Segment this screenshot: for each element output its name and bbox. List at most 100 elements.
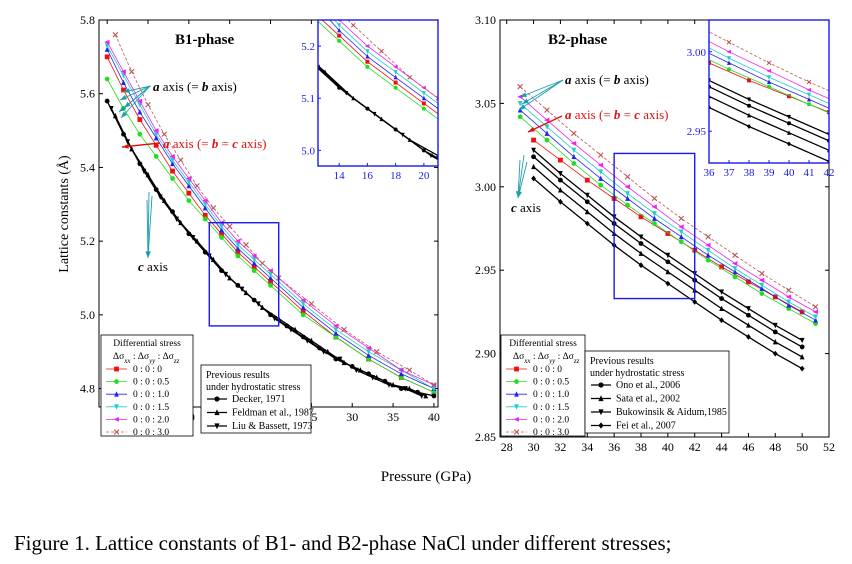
data-point bbox=[772, 329, 778, 335]
annotation-arrow bbox=[518, 79, 564, 111]
data-point bbox=[344, 91, 349, 96]
data-point bbox=[624, 184, 630, 190]
data-point bbox=[517, 101, 523, 107]
inset-y-tick-label: 2.95 bbox=[687, 126, 707, 138]
series-line bbox=[318, 20, 438, 120]
data-point bbox=[607, 0, 611, 3]
legend-entry-label: 0 : 0 : 0.5 bbox=[133, 378, 169, 388]
x-tick-label: 44 bbox=[716, 440, 728, 454]
data-point bbox=[137, 131, 143, 137]
legend-swatch-marker bbox=[113, 417, 119, 422]
data-point bbox=[517, 107, 523, 113]
series-stress-1 bbox=[104, 76, 437, 395]
data-point bbox=[690, 262, 694, 267]
data-point bbox=[259, 260, 266, 267]
data-point bbox=[186, 190, 192, 196]
annotation-label: a axis (= b = c axis) bbox=[565, 107, 669, 122]
y-tick-label: 2.95 bbox=[475, 263, 496, 277]
data-point bbox=[584, 192, 590, 199]
data-point bbox=[638, 262, 644, 269]
marker-stroke bbox=[379, 48, 384, 54]
data-point bbox=[431, 389, 437, 395]
annotation-part: axis) bbox=[238, 136, 267, 151]
data-point bbox=[255, 301, 261, 307]
data-point bbox=[260, 13, 264, 18]
annotation-part: b bbox=[202, 79, 209, 94]
data-point bbox=[365, 49, 370, 54]
data-point bbox=[507, 195, 511, 199]
data-point bbox=[251, 268, 257, 274]
data-point bbox=[379, 48, 384, 54]
data-point bbox=[647, 227, 652, 231]
data-point bbox=[268, 279, 273, 285]
data-point bbox=[787, 94, 791, 99]
data-point bbox=[372, 111, 377, 117]
data-point bbox=[219, 227, 224, 233]
data-point bbox=[366, 352, 371, 358]
x-tick-label: 40 bbox=[428, 410, 440, 424]
legend-entry-label: 0 : 0 : 2.0 bbox=[533, 415, 569, 425]
arrow-head bbox=[520, 92, 527, 97]
data-point bbox=[174, 216, 180, 223]
series-stress-0 bbox=[309, 8, 438, 115]
data-point bbox=[153, 134, 159, 141]
data-point bbox=[627, 247, 631, 252]
data-point bbox=[558, 171, 563, 177]
data-point bbox=[799, 353, 805, 360]
data-point bbox=[177, 157, 184, 163]
data-point bbox=[464, 169, 468, 174]
data-point bbox=[571, 147, 577, 154]
data-point bbox=[651, 204, 657, 210]
data-point bbox=[785, 294, 792, 300]
marker-stroke bbox=[341, 326, 347, 333]
y-tick-label: 3.10 bbox=[475, 13, 496, 27]
data-point bbox=[337, 38, 342, 43]
data-point bbox=[647, 28, 651, 32]
data-point bbox=[337, 33, 342, 38]
data-point bbox=[423, 392, 429, 399]
marker-stroke bbox=[517, 83, 523, 90]
legend-swatch-marker bbox=[114, 391, 119, 397]
previous-legend-box bbox=[584, 350, 730, 434]
data-point bbox=[223, 271, 229, 278]
annotation-arrow bbox=[118, 85, 151, 113]
data-point bbox=[170, 160, 175, 167]
data-point bbox=[300, 297, 306, 303]
data-point bbox=[309, 8, 313, 12]
data-point bbox=[251, 260, 257, 266]
data-point bbox=[667, 64, 671, 68]
data-point bbox=[759, 291, 765, 296]
data-point bbox=[235, 253, 241, 259]
inset-x-tick-label: 42 bbox=[824, 167, 835, 179]
previous-legend-title: under hydrostatic stress bbox=[590, 368, 685, 379]
data-point bbox=[648, 253, 652, 257]
y-tick-label: 2.90 bbox=[475, 347, 496, 361]
marker-stroke bbox=[726, 39, 732, 45]
data-point bbox=[607, 5, 611, 9]
series-line bbox=[333, 20, 438, 104]
data-point bbox=[478, 137, 482, 142]
marker-stroke bbox=[605, 201, 609, 205]
stress-legend-title: Differential stress bbox=[113, 338, 181, 349]
data-point bbox=[799, 344, 805, 350]
data-point bbox=[321, 349, 327, 355]
data-point bbox=[542, 211, 546, 216]
data-point bbox=[747, 123, 751, 129]
inset-y-tick-label: 5.1 bbox=[301, 93, 315, 105]
data-point bbox=[304, 338, 310, 344]
data-point bbox=[766, 60, 772, 66]
x-tick-label: 36 bbox=[608, 440, 620, 454]
data-point bbox=[145, 101, 151, 108]
data-point bbox=[627, 24, 631, 28]
data-point bbox=[746, 322, 751, 328]
annotation-arrow bbox=[521, 79, 564, 105]
data-point bbox=[531, 137, 536, 143]
data-point bbox=[651, 195, 658, 202]
annotation-arrow bbox=[146, 199, 149, 259]
legend-swatch-marker bbox=[513, 417, 519, 422]
data-point bbox=[337, 23, 342, 28]
data-point bbox=[813, 314, 818, 320]
data-point bbox=[478, 128, 483, 132]
legend-entry-label: 0 : 0 : 1.0 bbox=[533, 390, 569, 400]
data-point bbox=[300, 304, 306, 310]
